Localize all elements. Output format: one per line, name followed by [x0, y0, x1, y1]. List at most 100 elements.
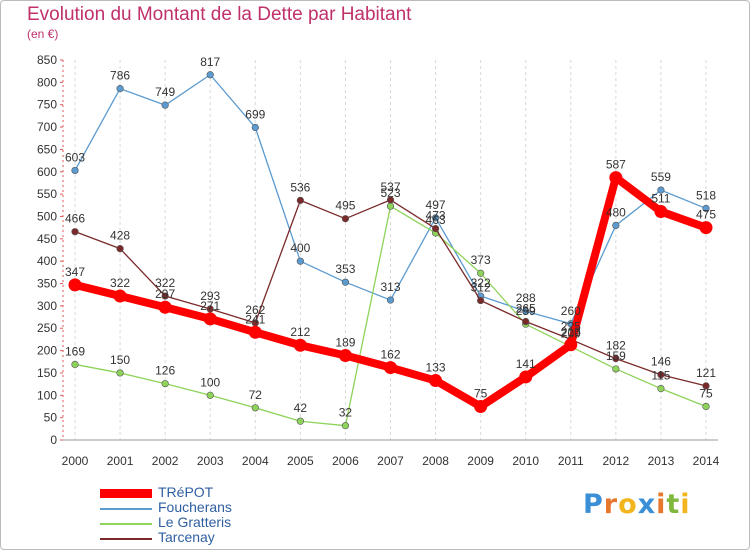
data-point: [702, 382, 710, 390]
data-point: [71, 228, 79, 236]
data-label: 265: [516, 302, 536, 316]
data-point: [116, 85, 124, 93]
data-point: [431, 214, 440, 222]
y-tick-label: 350: [37, 277, 57, 291]
y-tick-label: 550: [37, 187, 57, 201]
x-tick-label: 2007: [377, 454, 404, 468]
data-point: [296, 417, 304, 425]
data-point: [116, 245, 124, 253]
data-label: 189: [335, 336, 355, 350]
data-point: [158, 300, 172, 314]
data-label: 259: [516, 304, 536, 318]
data-label: 511: [651, 192, 670, 206]
data-point: [68, 278, 82, 292]
x-tick-label: 2012: [603, 454, 630, 468]
x-tick-label: 2002: [152, 454, 179, 468]
unit-label: (en €): [27, 27, 59, 41]
data-point: [296, 257, 304, 265]
data-label: 373: [471, 253, 491, 267]
x-tick-label: 2004: [242, 454, 269, 468]
data-label: 786: [110, 69, 130, 83]
legend-label: TRéPOT: [158, 484, 214, 500]
data-point: [206, 305, 214, 313]
data-point: [386, 196, 395, 204]
y-tick-label: 150: [37, 366, 57, 380]
y-tick-label: 600: [37, 165, 57, 179]
logo-letter: i: [680, 489, 691, 520]
data-label: 241: [245, 312, 265, 326]
data-point: [161, 380, 169, 388]
data-point: [657, 186, 665, 194]
legend-label: Le Gratteris: [158, 514, 232, 530]
data-label: 322: [110, 276, 130, 290]
data-point: [477, 269, 485, 277]
logo-letter: t: [666, 489, 681, 520]
x-tick-label: 2001: [107, 454, 134, 468]
x-tick-label: 2014: [693, 454, 720, 468]
data-point: [564, 338, 578, 352]
y-tick-label: 650: [37, 142, 57, 156]
logo-letter: P: [583, 489, 604, 520]
legend-label: Foucherans: [158, 499, 232, 515]
data-point: [612, 365, 620, 373]
data-label: 75: [474, 386, 488, 400]
y-tick-label: 50: [44, 411, 58, 425]
data-label: 293: [200, 289, 220, 303]
data-label: 400: [290, 241, 310, 255]
x-tick-label: 2006: [332, 454, 359, 468]
y-tick-label: 400: [37, 254, 57, 268]
data-point: [296, 196, 304, 204]
x-tick-label: 2013: [648, 454, 675, 468]
data-label: 313: [380, 280, 400, 294]
data-point: [609, 171, 623, 185]
data-point: [386, 296, 395, 304]
data-label: 121: [696, 366, 716, 380]
data-label: 749: [155, 85, 175, 99]
data-point: [612, 355, 620, 363]
data-label: 428: [110, 229, 130, 243]
data-point: [161, 101, 169, 109]
data-point: [206, 391, 214, 399]
data-label: 260: [561, 304, 581, 318]
y-tick-label: 450: [37, 232, 57, 246]
data-label: 559: [651, 170, 671, 184]
data-point: [431, 224, 440, 233]
data-label: 159: [606, 349, 626, 363]
data-point: [429, 374, 443, 388]
x-tick-label: 2005: [287, 454, 314, 468]
data-label: 209: [561, 327, 581, 341]
data-label: 32: [339, 406, 353, 420]
data-label: 72: [249, 388, 263, 402]
data-point: [702, 204, 710, 213]
data-label: 213: [561, 325, 581, 339]
data-label: 150: [110, 353, 130, 367]
data-label: 212: [290, 325, 310, 339]
data-point: [293, 338, 307, 352]
data-label: 133: [426, 361, 446, 375]
data-point: [522, 317, 530, 326]
data-label: 523: [380, 186, 400, 200]
data-point: [341, 215, 350, 223]
y-tick-label: 700: [37, 120, 57, 134]
data-label: 297: [155, 287, 175, 301]
data-label: 162: [380, 348, 400, 362]
data-label: 473: [426, 209, 446, 223]
data-point: [71, 360, 79, 369]
data-label: 126: [155, 364, 175, 378]
data-label: 817: [200, 55, 220, 69]
x-tick-label: 2010: [512, 454, 539, 468]
data-label: 353: [335, 262, 355, 276]
data-label: 322: [155, 276, 175, 290]
data-point: [702, 402, 710, 411]
data-point: [699, 221, 713, 235]
legend-swatch: [100, 507, 152, 510]
data-point: [71, 166, 79, 175]
data-label: 699: [245, 108, 265, 122]
data-point: [341, 422, 350, 430]
y-tick-label: 0: [50, 433, 57, 447]
y-tick-label: 100: [37, 388, 57, 402]
x-tick-label: 2003: [197, 454, 224, 468]
chart-title: Evolution du Montant de la Dette par Hab…: [27, 4, 412, 25]
legend-label: Tarcenay: [158, 529, 215, 545]
